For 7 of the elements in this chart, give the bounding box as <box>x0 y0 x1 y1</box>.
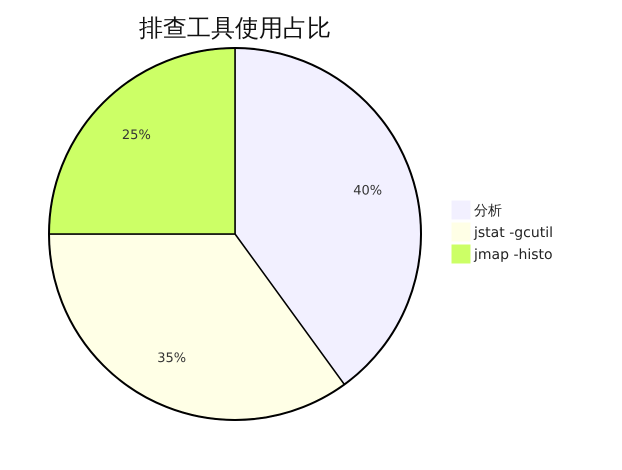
legend-label: jstat -gcutil <box>473 225 553 241</box>
legend-label: jmap -histo <box>473 247 553 263</box>
data-label: 25% <box>122 128 151 143</box>
slice-label: 分析 <box>474 203 502 219</box>
data-label: 40% <box>353 183 382 198</box>
data-label: 35% <box>157 350 186 366</box>
chart-title: 排查工具使用占比 <box>139 14 331 42</box>
